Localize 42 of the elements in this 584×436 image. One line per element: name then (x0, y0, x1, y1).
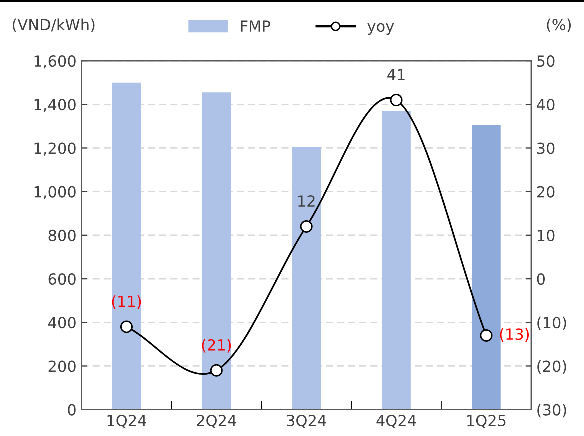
legend-label: yoy (368, 23, 394, 36)
bar (202, 92, 232, 410)
y-tick-label: 600 (48, 274, 76, 286)
x-tick-label: 1Q25 (468, 414, 506, 428)
y2-axis-title: (%) (547, 18, 572, 32)
y2-tick-label: (10) (538, 316, 566, 330)
point (120, 320, 133, 334)
x-tick-label: 1Q24 (108, 414, 146, 428)
bar (292, 147, 321, 410)
y-tick-label: 400 (48, 317, 76, 329)
y2-tick-label: 20 (537, 186, 555, 198)
y-tick-label: 1,400 (34, 99, 76, 112)
x-tick-label: 4Q24 (376, 414, 416, 428)
y-tick-label: 200 (48, 360, 76, 372)
y2-tick-label: 40 (537, 99, 555, 111)
x-tick-label: 3Q24 (287, 414, 326, 428)
point (210, 364, 223, 377)
data-label: 41 (388, 69, 405, 80)
y2-tick-label: 10 (538, 230, 555, 242)
y-axis-title: (VND/kWh) (12, 18, 95, 32)
data-label: (11) (112, 296, 142, 310)
y-tick-label: 1,200 (34, 142, 76, 156)
y2-tick-label: (30) (538, 404, 566, 418)
y-tick-label: 0 (68, 404, 76, 416)
data-label: (13) (500, 328, 530, 342)
point (480, 329, 493, 342)
y2-tick-label: 50 (537, 56, 555, 68)
y2-tick-label: (20) (538, 360, 566, 374)
y-tick-label: 1,600 (34, 56, 76, 69)
legend-label: FMP (241, 20, 270, 32)
y-tick-label: 1,000 (34, 186, 76, 200)
point (300, 220, 313, 233)
data-label: 12 (298, 196, 315, 207)
bar (112, 82, 142, 410)
bar (472, 125, 501, 410)
y2-tick-label: 30 (537, 142, 555, 154)
bar (382, 111, 411, 410)
x-tick-label: 2Q24 (197, 414, 236, 428)
data-label: (21) (202, 339, 232, 353)
point (390, 94, 403, 107)
y-tick-label: 800 (48, 230, 76, 242)
y2-tick-label: 0 (537, 274, 546, 286)
